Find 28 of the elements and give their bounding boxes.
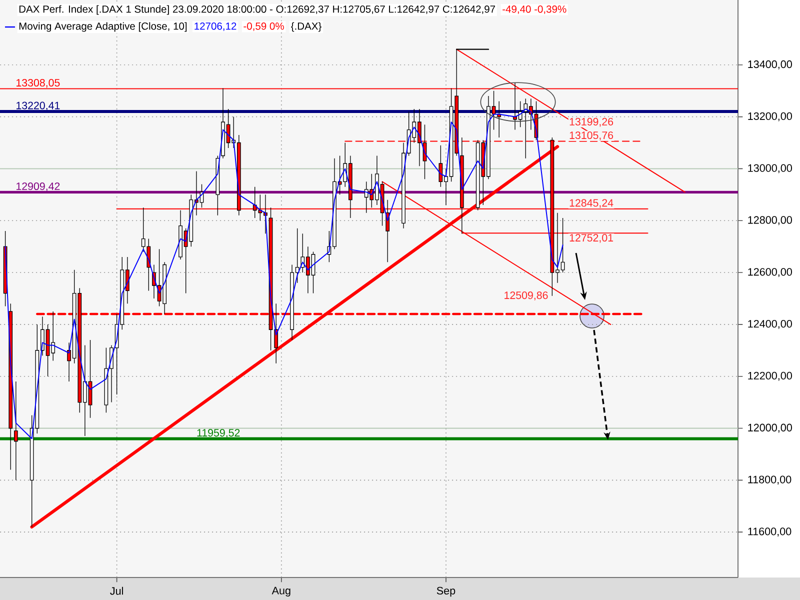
y-tick-label: 13000,00 xyxy=(748,164,792,174)
y-tick-label: 12200,00 xyxy=(748,372,792,381)
legend-label: Moving Average Adaptive [Close, 10] xyxy=(19,22,187,32)
y-tick-label: 13400,00 xyxy=(748,60,792,70)
annotation: {.DAX} xyxy=(291,22,322,32)
y-tick-label: 12800,00 xyxy=(748,216,792,226)
annotation: 13199,26 xyxy=(570,118,614,127)
y-tick-label: 12000,00 xyxy=(748,424,792,433)
ref-line-label: 13308,05 xyxy=(16,78,60,88)
annotation: 12509,86 xyxy=(504,292,548,300)
annotation: 13105,76 xyxy=(570,132,614,140)
annotation: 12752,01 xyxy=(570,234,614,243)
annotation: 12706,12 xyxy=(194,22,236,31)
annotation: -0,59 0% xyxy=(244,22,284,31)
y-tick-label: 12600,00 xyxy=(748,268,792,277)
x-tick-label: Sep xyxy=(436,586,456,597)
ref-line-label: 12909,42 xyxy=(16,182,60,192)
y-tick-label: 11800,00 xyxy=(748,476,792,485)
annotation: -49,40 -0,39% xyxy=(502,5,566,14)
annotation: 12845,24 xyxy=(570,199,614,208)
y-tick-label: 13200,00 xyxy=(748,112,792,122)
ref-line-label: 11959,52 xyxy=(197,429,240,438)
x-tick-label: Aug xyxy=(272,586,290,597)
chart-title: DAX Perf. Index [.DAX 1 Stunde] 23.09.2020 18:00:00 - O:12692,37 H:12705,67 L:12642,97 C:12642,97 xyxy=(19,5,496,15)
y-tick-label: 11600,00 xyxy=(748,528,792,537)
ref-line-label: 13220,41 xyxy=(16,102,60,111)
y-tick-label: 12400,00 xyxy=(748,320,792,329)
x-tick-label: Jul xyxy=(110,586,123,595)
